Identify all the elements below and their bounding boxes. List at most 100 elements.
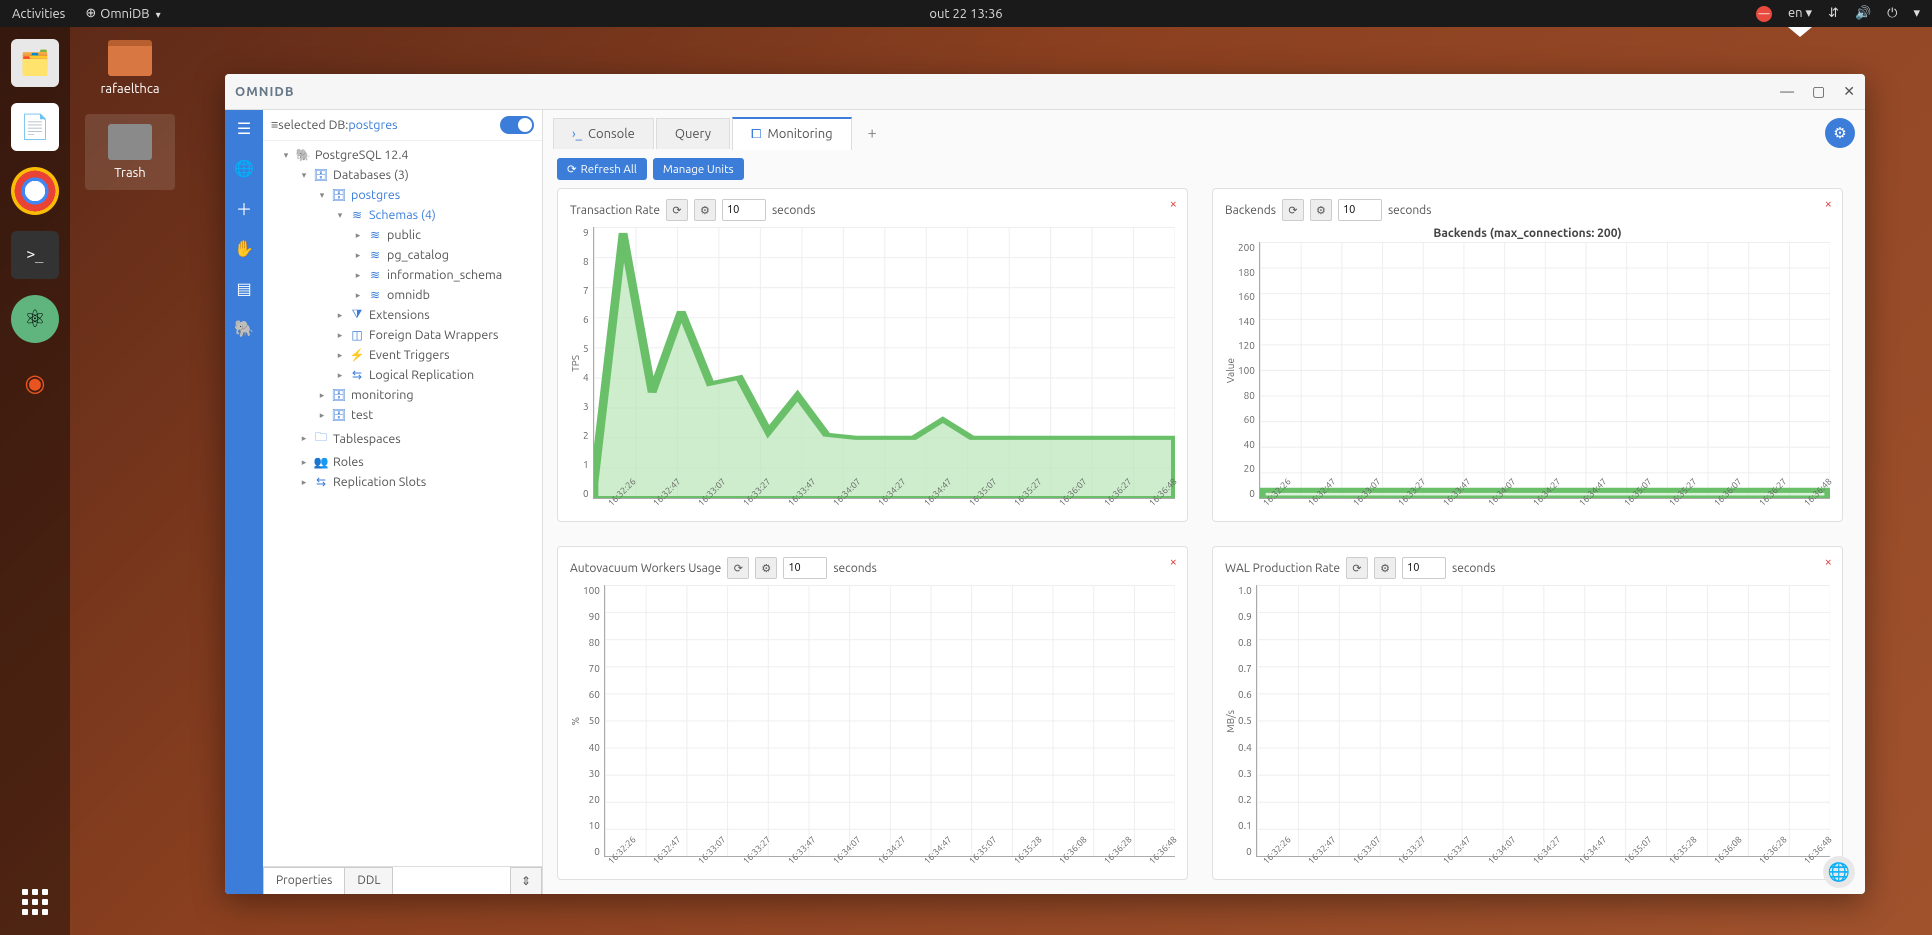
bolt-icon: ⚡ [349, 348, 365, 362]
db-tree: ▾🐘PostgreSQL 12.4 ▾🗄Databases (3) ▾🗄post… [263, 141, 542, 866]
tab-add-button[interactable]: + [854, 116, 891, 150]
tree-db-test[interactable]: ▸🗄test [263, 405, 542, 425]
x-ticks: 16:32:2616:32:4716:33:0716:33:2716:33:47… [606, 501, 1175, 511]
dark-mode-toggle[interactable] [500, 116, 534, 134]
hand-icon[interactable]: ✋ [232, 236, 256, 260]
tree-schema-pgcatalog[interactable]: ▸≋pg_catalog [263, 245, 542, 265]
volume-icon[interactable]: 🔊 [1855, 6, 1871, 21]
chart-interval-input[interactable] [722, 199, 766, 221]
dock-apps-grid-icon[interactable] [22, 889, 48, 915]
menu-icon[interactable]: ☰ [232, 116, 256, 140]
tree-replication-slots[interactable]: ▸⇆Replication Slots [263, 472, 542, 492]
tree-roles[interactable]: ▸👥Roles [263, 452, 542, 472]
manage-units-button[interactable]: Manage Units [653, 158, 744, 180]
tabs-row: ›_Console Query ⧠Monitoring + ⚙ [543, 110, 1865, 150]
dock: 🗂️ 📄 >_ ⚛ ◉ [0, 27, 70, 935]
y-ticks: 200180160140120100806040200 [1238, 242, 1259, 499]
network-icon[interactable]: ⇵ [1828, 6, 1839, 21]
elephant-icon[interactable]: 🐘 [232, 316, 256, 340]
tree-schemas[interactable]: ▾≋Schemas (4) [263, 205, 542, 225]
main-pane: ›_Console Query ⧠Monitoring + ⚙ ⟳Refresh… [543, 110, 1865, 894]
chart-close-button[interactable]: × [1170, 555, 1177, 569]
settings-button[interactable]: ⚙ [1825, 118, 1855, 148]
dock-libreoffice-icon[interactable]: 📄 [11, 103, 59, 151]
tree-databases[interactable]: ▾🗄Databases (3) [263, 165, 542, 185]
dock-terminal-icon[interactable]: >_ [11, 231, 59, 279]
postgres-logo-icon: 🐘 [295, 148, 311, 162]
footer-expand-button[interactable]: ⇕ [510, 867, 542, 894]
tree-tablespaces[interactable]: ▸🗀Tablespaces [263, 425, 542, 452]
tab-monitoring[interactable]: ⧠Monitoring [732, 117, 852, 150]
list-icon: ≡ [271, 118, 278, 132]
window-titlebar[interactable]: OMNIDB — ▢ ✕ [225, 74, 1865, 110]
footer-tab-ddl[interactable]: DDL [344, 867, 393, 894]
corner-globe-icon[interactable]: 🌐 [1823, 856, 1855, 888]
chart-settings-button[interactable]: ⚙ [1374, 557, 1396, 579]
refresh-all-button[interactable]: ⟳Refresh All [557, 158, 647, 180]
plot-area [604, 585, 1175, 857]
layers-icon: ≋ [367, 288, 383, 302]
chart-title: Transaction Rate [570, 204, 660, 217]
minimize-button[interactable]: — [1780, 83, 1794, 100]
x-ticks: 16:32:2616:32:4716:33:0716:33:2716:33:47… [606, 859, 1175, 869]
tree-header: ≡ selected DB: postgres [263, 110, 542, 141]
chart-interval-input[interactable] [783, 557, 827, 579]
tree-extensions[interactable]: ▸⧩Extensions [263, 305, 542, 325]
close-button[interactable]: ✕ [1843, 83, 1855, 100]
tree-header-db[interactable]: postgres [348, 118, 397, 132]
do-not-disturb-icon[interactable]: — [1756, 6, 1772, 22]
chart-settings-button[interactable]: ⚙ [1310, 199, 1332, 221]
footer-tab-properties[interactable]: Properties [263, 867, 345, 894]
tab-console[interactable]: ›_Console [553, 118, 654, 149]
tree-schema-public[interactable]: ▸≋public [263, 225, 542, 245]
dock-chrome-icon[interactable] [11, 167, 59, 215]
add-icon[interactable]: ＋ [232, 196, 256, 220]
tree-panel: ≡ selected DB: postgres ▾🐘PostgreSQL 12.… [263, 110, 543, 894]
chart-title: WAL Production Rate [1225, 562, 1340, 575]
chart-settings-button[interactable]: ⚙ [694, 199, 716, 221]
cube-icon: ◫ [349, 328, 365, 342]
chart-settings-button[interactable]: ⚙ [755, 557, 777, 579]
desktop-trash[interactable]: Trash [85, 114, 175, 190]
tab-query[interactable]: Query [656, 118, 730, 149]
chart-interval-input[interactable] [1402, 557, 1446, 579]
desktop-folder[interactable]: rafaelthca [85, 40, 175, 96]
menu-indicator-icon [1788, 27, 1812, 37]
chart-refresh-button[interactable]: ⟳ [727, 557, 749, 579]
chart-refresh-button[interactable]: ⟳ [666, 199, 688, 221]
omnidb-window: OMNIDB — ▢ ✕ ☰ 🌐 ＋ ✋ ▤ 🐘 ≡ selected DB: … [225, 74, 1865, 894]
chart-close-button[interactable]: × [1825, 555, 1832, 569]
maximize-button[interactable]: ▢ [1812, 83, 1825, 100]
chart-interval-input[interactable] [1338, 199, 1382, 221]
chart-close-button[interactable]: × [1825, 197, 1832, 211]
connections-icon[interactable]: 🌐 [232, 156, 256, 180]
activities-button[interactable]: Activities [12, 7, 65, 21]
chart-close-button[interactable]: × [1170, 197, 1177, 211]
chart-refresh-button[interactable]: ⟳ [1282, 199, 1304, 221]
power-icon[interactable]: ⏻ [1887, 6, 1897, 21]
dock-ubuntu-icon[interactable]: ◉ [11, 359, 59, 407]
dock-files-icon[interactable]: 🗂️ [11, 39, 59, 87]
app-menu[interactable]: ⊕ OmniDB [85, 6, 160, 21]
tree-schema-infoschema[interactable]: ▸≋information_schema [263, 265, 542, 285]
system-menu-chevron-icon[interactable]: ▾ [1913, 6, 1920, 21]
tree-db-monitoring[interactable]: ▸🗄monitoring [263, 385, 542, 405]
desktop-folder-label: rafaelthca [100, 82, 159, 96]
tree-event-triggers[interactable]: ▸⚡Event Triggers [263, 345, 542, 365]
tree-schema-omnidb[interactable]: ▸≋omnidb [263, 285, 542, 305]
tree-logical-replication[interactable]: ▸⇆Logical Replication [263, 365, 542, 385]
toolbar: ⟳Refresh All Manage Units [543, 150, 1865, 188]
dock-atom-icon[interactable]: ⚛ [11, 295, 59, 343]
clock[interactable]: out 22 13:36 [929, 7, 1002, 21]
chart-subtitle: Backends (max_connections: 200) [1225, 227, 1830, 240]
chart-refresh-button[interactable]: ⟳ [1346, 557, 1368, 579]
window-title: OMNIDB [235, 85, 295, 99]
database-icon: 🗄 [313, 168, 329, 182]
tree-fdw[interactable]: ▸◫Foreign Data Wrappers [263, 325, 542, 345]
y-axis-label: % [570, 717, 581, 725]
book-icon[interactable]: ▤ [232, 276, 256, 300]
tree-root[interactable]: ▾🐘PostgreSQL 12.4 [263, 145, 542, 165]
tree-db-postgres[interactable]: ▾🗄postgres [263, 185, 542, 205]
language-indicator[interactable]: en ▾ [1788, 6, 1812, 21]
database-icon: 🗄 [331, 188, 347, 202]
